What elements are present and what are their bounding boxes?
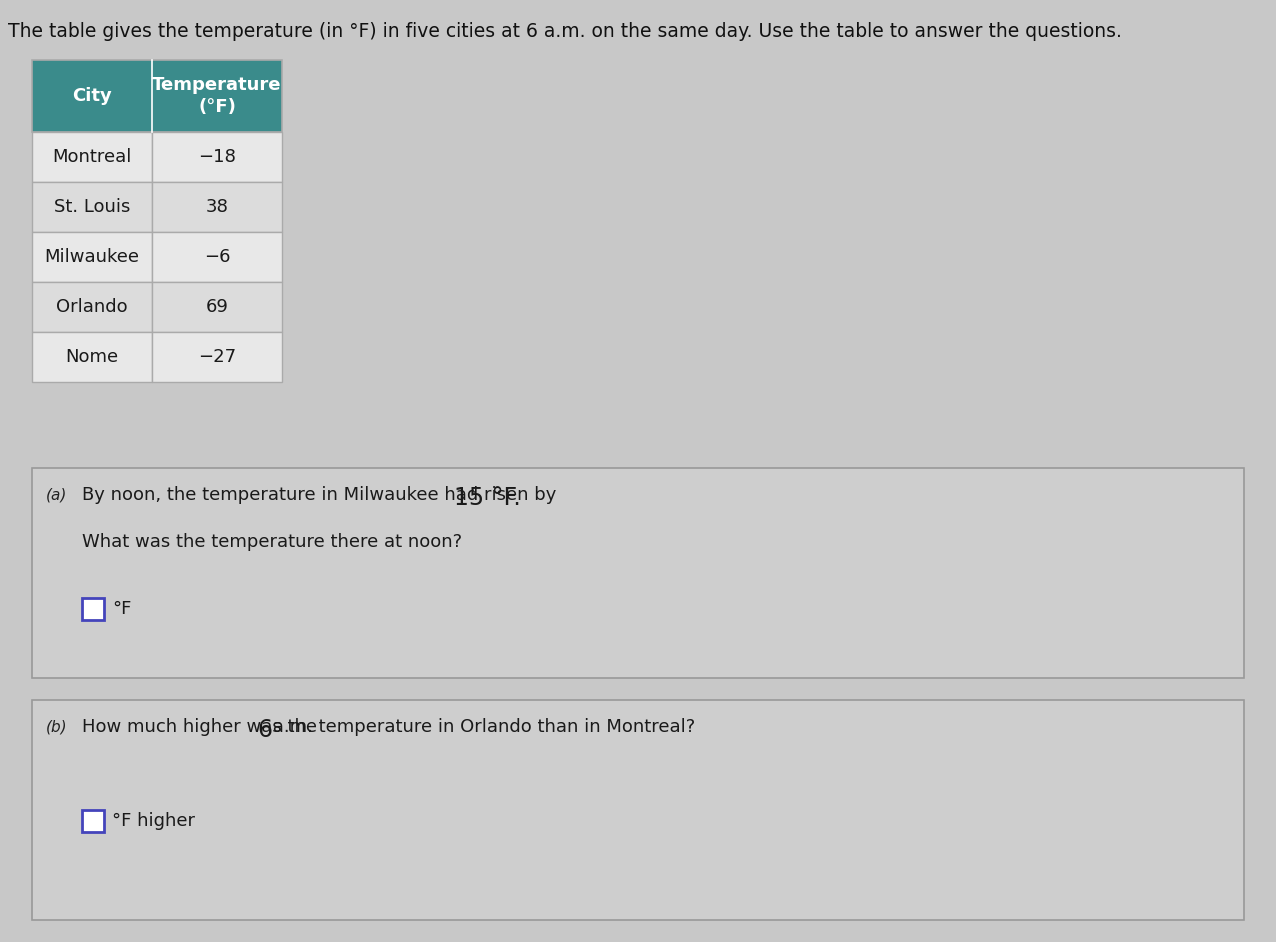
Text: Montreal: Montreal [52, 148, 131, 166]
Text: St. Louis: St. Louis [54, 198, 130, 216]
Text: 15 °F.: 15 °F. [454, 486, 521, 510]
Text: °F: °F [112, 600, 131, 618]
FancyBboxPatch shape [82, 810, 105, 832]
FancyBboxPatch shape [32, 700, 1244, 920]
FancyBboxPatch shape [32, 332, 152, 382]
FancyBboxPatch shape [152, 132, 282, 182]
Text: Nome: Nome [65, 348, 119, 366]
FancyBboxPatch shape [152, 182, 282, 232]
Text: °F higher: °F higher [112, 812, 195, 830]
Text: 38: 38 [205, 198, 228, 216]
Text: How much higher was the: How much higher was the [82, 718, 323, 736]
Text: (a): (a) [46, 488, 68, 503]
FancyBboxPatch shape [32, 60, 282, 132]
Text: By noon, the temperature in Milwaukee had risen by: By noon, the temperature in Milwaukee ha… [82, 486, 563, 504]
Text: City: City [73, 87, 112, 105]
FancyBboxPatch shape [152, 332, 282, 382]
Text: Orlando: Orlando [56, 298, 128, 316]
Text: 69: 69 [205, 298, 228, 316]
FancyBboxPatch shape [32, 182, 152, 232]
Text: a.m. temperature in Orlando than in Montreal?: a.m. temperature in Orlando than in Mont… [267, 718, 695, 736]
Text: The table gives the temperature (in °F) in five cities at 6 a.m. on the same day: The table gives the temperature (in °F) … [8, 22, 1122, 41]
FancyBboxPatch shape [32, 232, 152, 282]
FancyBboxPatch shape [152, 232, 282, 282]
FancyBboxPatch shape [32, 132, 152, 182]
Text: −6: −6 [204, 248, 230, 266]
FancyBboxPatch shape [32, 282, 152, 332]
Text: −18: −18 [198, 148, 236, 166]
FancyBboxPatch shape [152, 282, 282, 332]
FancyBboxPatch shape [82, 598, 105, 620]
Text: 6: 6 [258, 718, 272, 742]
FancyBboxPatch shape [32, 468, 1244, 678]
Text: What was the temperature there at noon?: What was the temperature there at noon? [82, 533, 462, 551]
Text: Milwaukee: Milwaukee [45, 248, 139, 266]
Text: Temperature
(°F): Temperature (°F) [152, 76, 282, 116]
Text: −27: −27 [198, 348, 236, 366]
Text: (b): (b) [46, 720, 68, 735]
